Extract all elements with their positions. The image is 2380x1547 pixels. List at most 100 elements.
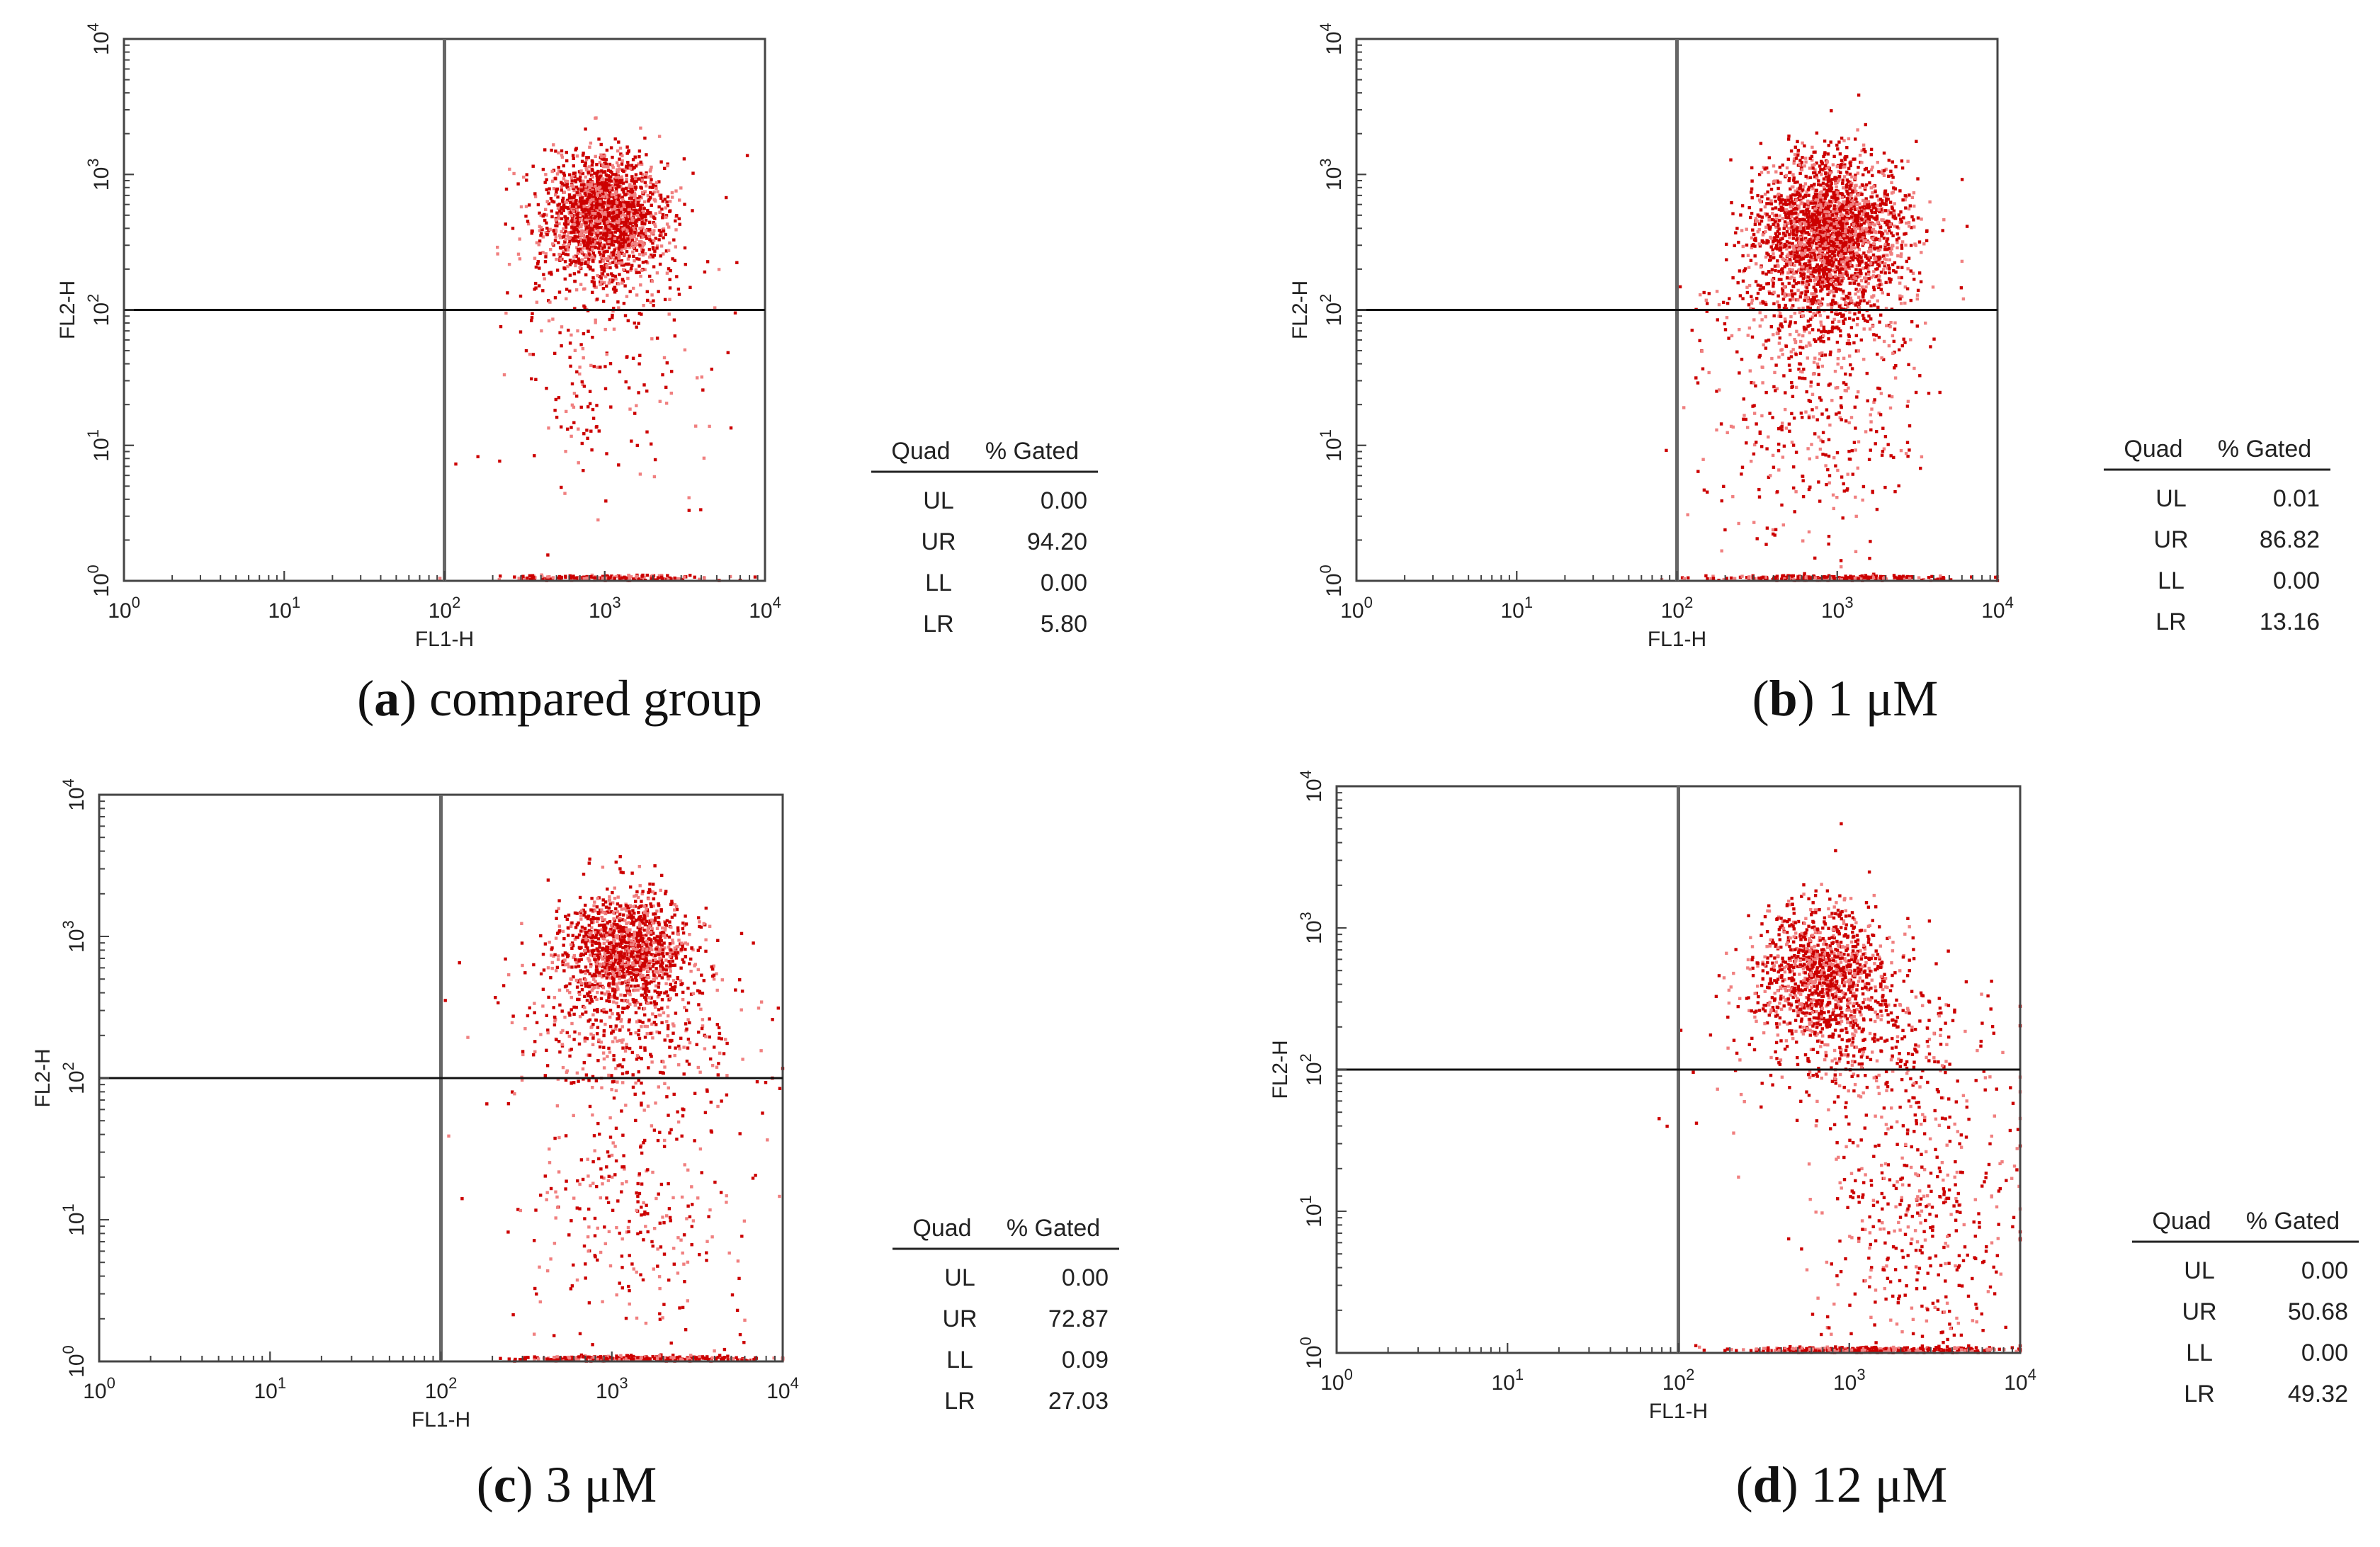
scatter-point bbox=[1797, 280, 1801, 285]
scatter-point bbox=[1857, 349, 1860, 353]
scatter-point bbox=[626, 319, 630, 322]
scatter-point bbox=[1835, 341, 1840, 344]
scatter-point bbox=[1835, 188, 1838, 193]
scatter-point bbox=[657, 574, 662, 577]
scatter-point bbox=[1818, 194, 1823, 198]
scatter-point bbox=[1824, 177, 1828, 181]
scatter-point bbox=[1798, 244, 1802, 247]
scatter-point bbox=[1779, 242, 1783, 246]
scatter-point bbox=[639, 274, 642, 278]
scatter-point bbox=[546, 575, 550, 579]
scatter-point bbox=[1854, 277, 1857, 280]
scatter-point bbox=[1823, 253, 1826, 256]
scatter-point bbox=[647, 211, 651, 215]
scatter-point bbox=[623, 214, 627, 217]
scatter-point bbox=[1826, 293, 1830, 296]
scatter-point bbox=[1772, 252, 1775, 256]
scatter-point bbox=[1750, 236, 1754, 240]
scatter-point bbox=[630, 242, 635, 246]
scatter-point bbox=[651, 246, 655, 249]
scatter-point bbox=[1844, 185, 1849, 189]
scatter-point bbox=[1847, 334, 1851, 338]
scatter-point bbox=[1802, 230, 1806, 233]
scatter-point bbox=[1828, 246, 1831, 250]
scatter-point bbox=[1878, 248, 1882, 251]
scatter-point bbox=[1872, 288, 1876, 292]
scatter-point bbox=[642, 210, 645, 214]
scatter-point bbox=[1826, 249, 1830, 252]
scatter-point bbox=[1790, 185, 1794, 189]
scatter-point bbox=[531, 312, 534, 315]
scatter-point bbox=[1822, 229, 1825, 232]
scatter-point bbox=[610, 205, 613, 208]
scatter-point bbox=[620, 210, 625, 213]
scatter-point bbox=[604, 186, 608, 190]
scatter-point bbox=[594, 154, 597, 159]
scatter-point bbox=[1815, 220, 1820, 225]
scatter-point bbox=[1866, 170, 1871, 174]
scatter-point bbox=[1842, 242, 1846, 246]
scatter-point bbox=[552, 229, 555, 233]
scatter-point bbox=[1815, 219, 1820, 222]
table-cell-quad: UR bbox=[921, 528, 956, 555]
scatter-point bbox=[543, 148, 547, 152]
scatter-point bbox=[1818, 251, 1821, 255]
scatter-point bbox=[1821, 277, 1825, 280]
scatter-point bbox=[1840, 227, 1843, 231]
scatter-point bbox=[639, 283, 642, 287]
scatter-point bbox=[706, 260, 710, 264]
scatter-point bbox=[620, 208, 623, 211]
scatter-point bbox=[641, 222, 645, 225]
scatter-point bbox=[668, 209, 672, 212]
scatter-point bbox=[1801, 227, 1806, 230]
scatter-point bbox=[606, 206, 610, 210]
scatter-point bbox=[554, 397, 557, 402]
y-tick-label: 103 bbox=[84, 158, 113, 191]
scatter-point bbox=[1764, 225, 1768, 229]
scatter-point bbox=[1891, 263, 1895, 266]
scatter-point bbox=[1798, 171, 1802, 176]
scatter-point bbox=[563, 246, 567, 249]
scatter-point bbox=[1790, 215, 1794, 219]
scatter-point bbox=[1803, 218, 1806, 222]
scatter-point bbox=[1781, 163, 1784, 167]
scatter-point bbox=[1808, 263, 1812, 267]
scatter-point bbox=[626, 270, 630, 273]
scatter-point bbox=[1832, 219, 1835, 222]
scatter-point bbox=[1740, 358, 1744, 361]
scatter-point bbox=[643, 181, 647, 184]
scatter-point bbox=[647, 199, 650, 203]
scatter-point bbox=[1840, 196, 1844, 199]
scatter-point bbox=[616, 215, 620, 218]
scatter-point bbox=[630, 264, 634, 267]
scatter-point bbox=[1778, 214, 1781, 217]
scatter-point bbox=[1817, 205, 1820, 209]
scatter-point bbox=[583, 208, 587, 211]
scatter-point bbox=[664, 232, 667, 237]
scatter-point bbox=[1807, 210, 1811, 213]
scatter-point bbox=[1759, 208, 1763, 212]
scatter-point bbox=[1776, 264, 1779, 267]
scatter-point bbox=[565, 409, 568, 414]
scatter-point bbox=[611, 237, 615, 240]
scatter-point bbox=[1829, 189, 1833, 193]
scatter-point bbox=[635, 249, 639, 252]
scatter-point bbox=[1896, 254, 1900, 258]
scatter-point bbox=[1887, 344, 1891, 348]
scatter-point bbox=[555, 220, 559, 224]
scatter-point bbox=[1820, 256, 1823, 259]
scatter-point bbox=[1779, 181, 1782, 184]
scatter-point bbox=[1847, 237, 1851, 241]
scatter-point bbox=[572, 255, 576, 259]
scatter-point bbox=[1785, 259, 1789, 263]
scatter-point bbox=[1909, 338, 1912, 341]
scatter-point bbox=[1916, 288, 1920, 293]
scatter-point bbox=[616, 205, 620, 208]
scatter-point bbox=[579, 185, 583, 188]
scatter-point bbox=[637, 322, 640, 325]
scatter-point bbox=[1852, 202, 1855, 206]
scatter-point bbox=[1820, 297, 1825, 301]
scatter-point bbox=[591, 256, 595, 259]
scatter-point bbox=[1893, 213, 1896, 217]
scatter-point bbox=[502, 373, 506, 377]
